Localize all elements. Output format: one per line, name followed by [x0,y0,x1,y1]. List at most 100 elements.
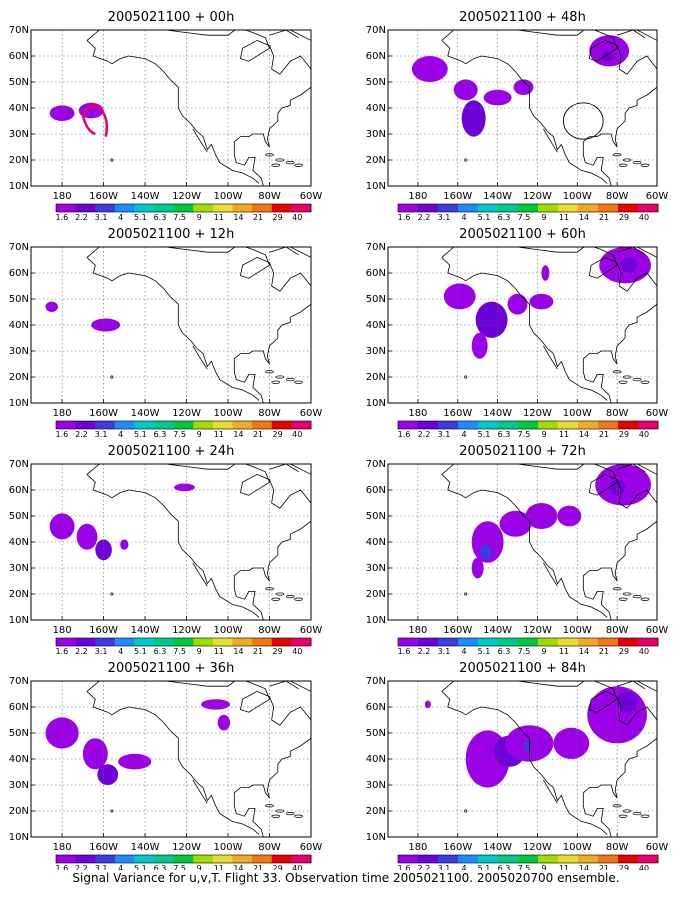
colorbar-swatch [598,204,619,212]
colorbar-swatch [271,855,292,863]
coastline-east [86,464,311,620]
greenland-coast [636,464,657,475]
colorbar-swatch [578,855,599,863]
hawaii-island [110,158,114,162]
greenland-coast [289,681,311,692]
caribbean-island [265,153,274,157]
variance-blob [483,89,512,106]
caribbean-island [285,595,295,599]
lon-tick-label: 180 [53,842,72,853]
lon-tick-label: 140W [483,408,512,419]
colorbar-swatch [95,421,116,429]
greenland-coast [289,247,311,258]
colorbar-label: 21 [599,430,609,439]
colorbar-label: 21 [253,647,263,656]
variance-blob [424,700,431,709]
colorbar-label: 9 [541,864,546,870]
map-panel: 2005021100 + 48h 10N 20N 30N 40N 50N 60N 70N 180… [366,10,669,222]
colorbar-swatch [538,638,559,646]
colorbar-label: 5.1 [134,213,147,222]
map-area [388,681,657,837]
colorbar-label: 29 [273,430,283,439]
colorbar-swatch [458,204,479,212]
colorbar-swatch [518,855,539,863]
caribbean-island [640,163,650,167]
colorbar-swatch [173,421,194,429]
baffin-coast [616,464,646,473]
variance-blob [523,740,532,752]
colorbar-swatch [578,638,599,646]
lat-tick-label: 20N [366,589,386,600]
variance-blob [461,100,486,137]
panel-title: 2005021100 + 84h [459,661,586,676]
colorbar-swatch [498,204,519,212]
caribbean-island [622,158,632,162]
lat-tick-label: 70N [9,676,29,687]
lat-tick-label: 30N [9,780,29,791]
lon-tick-label: 120W [172,625,201,636]
colorbar-label: 5.1 [134,864,147,870]
map-area [388,464,657,620]
map-area [31,247,311,403]
caribbean-island [612,587,622,591]
colorbar-swatch [418,204,439,212]
lat-tick-label: 70N [366,242,386,253]
colorbar-swatch [154,638,175,646]
map-panel: 2005021100 + 00h 10N 20N 30N 40N 50N 60N 70N 180… [9,10,323,222]
colorbar-label: 9 [197,864,202,870]
lon-tick-label: 180 [53,191,72,202]
lat-tick-label: 70N [366,676,386,687]
colorbar-label: 6.3 [154,430,167,439]
colorbar-swatch [154,204,175,212]
caribbean-island [271,163,281,167]
lat-tick-label: 10N [9,181,29,192]
lon-tick-label: 160W [443,842,472,853]
colorbar-swatch [173,855,194,863]
lon-tick-label: 160W [443,408,472,419]
lat-tick-label: 40N [366,103,386,114]
lon-tick-label: 140W [131,191,160,202]
lon-tick-label: 80W [606,408,629,419]
colorbar-swatch [114,638,135,646]
lon-tick-label: 160W [443,625,472,636]
variance-blob [118,753,152,770]
lat-tick-label: 60N [9,268,29,279]
colorbar-label: 3.1 [438,213,451,222]
lon-tick-label: 60W [646,408,669,419]
colorbar-label: 2.2 [75,213,88,222]
caribbean-island [271,380,281,384]
variance-blob [91,318,121,332]
colorbar-swatch [478,638,499,646]
colorbar-label: 40 [292,430,302,439]
colorbar-label: 29 [273,213,283,222]
coastline-west [86,40,260,184]
colorbar-swatch [271,638,292,646]
colorbar-swatch [598,638,619,646]
lat-tick-label: 30N [9,563,29,574]
greenland-coast [636,30,657,41]
variance-blob [97,764,119,785]
colorbar-label: 6.3 [498,647,511,656]
caribbean-island [622,375,632,379]
colorbar-label: 5.1 [478,430,491,439]
baja-coast [543,562,558,587]
lon-tick-label: 100W [214,842,243,853]
colorbar-label: 1.6 [56,430,69,439]
colorbar-label: 7.5 [173,213,186,222]
coastline-east [441,464,657,620]
colorbar-swatch [438,855,459,863]
colorbar-swatch [438,638,459,646]
lat-tick-label: 20N [366,806,386,817]
colorbar-swatch [193,855,214,863]
coastline-east [86,247,311,403]
lon-tick-label: 100W [563,408,592,419]
caribbean-island [285,161,295,165]
lat-tick-label: 10N [366,398,386,409]
colorbar-swatch [56,855,77,863]
baja-coast [192,562,208,587]
lon-tick-label: 120W [523,408,552,419]
colorbar-swatch [578,204,599,212]
coastline-west [441,257,608,401]
panel-title: 2005021100 + 60h [459,227,586,242]
lon-tick-label: 80W [258,191,281,202]
